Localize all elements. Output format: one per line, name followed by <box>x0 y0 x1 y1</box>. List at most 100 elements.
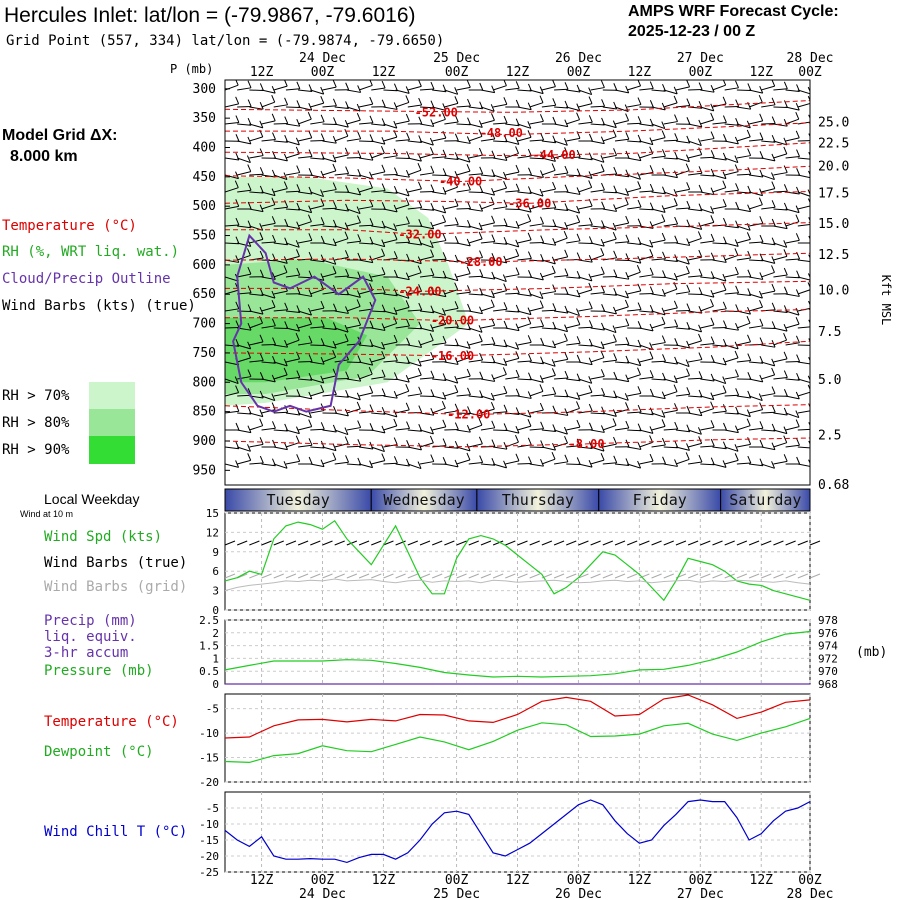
wind-barb-flag <box>821 99 824 106</box>
wind-barb-staff <box>517 106 532 111</box>
wind-barb-staff <box>334 238 349 244</box>
wind-speed-panel-ytick-label: 9 <box>212 546 219 559</box>
wind-barb-staff <box>310 157 325 160</box>
wind-barb-flag <box>698 408 703 416</box>
precip-panel-ytick-label: 2 <box>212 627 219 640</box>
wind-barb-flag <box>356 103 361 112</box>
surface-wind-barb-grid <box>419 573 431 579</box>
rh-key-label-80: RH > 80% <box>2 415 70 431</box>
wind-barb-staff <box>627 174 641 180</box>
wind-barb-flag <box>686 154 690 162</box>
kft-tick-label: 2.5 <box>818 429 841 444</box>
wind-barb-flag <box>759 253 764 261</box>
wind-barb-staff <box>419 429 434 435</box>
wind-barb-staff <box>614 191 629 196</box>
wind-barb-flag <box>808 152 810 157</box>
wind-barb-staff <box>663 89 678 95</box>
wind-barb-flag <box>625 271 630 280</box>
wind-barb-flag <box>259 83 264 91</box>
wind-barb-flag <box>759 439 764 448</box>
wind-barb-flag <box>686 368 690 376</box>
wind-barb-flag <box>783 333 788 341</box>
wind-barb-staff <box>359 122 374 125</box>
pressure-tick-label: 600 <box>193 258 216 273</box>
wind-barb-flag <box>710 420 715 428</box>
wind-barb-staff <box>687 442 702 448</box>
wind-barb-flag <box>625 85 630 94</box>
wind-barb-flag <box>283 265 288 273</box>
wind-barb-flag <box>320 114 325 123</box>
wind-barb-flag <box>698 147 703 155</box>
wind-barb-staff <box>578 289 592 295</box>
wind-barb-staff <box>322 86 337 91</box>
wind-barb-flag <box>478 436 483 445</box>
wind-barb-flag <box>600 248 605 256</box>
wind-barb-staff <box>627 429 642 432</box>
wind-barb-flag <box>625 420 630 429</box>
wind-barb-flag <box>662 456 667 464</box>
wind-barb-staff <box>797 463 810 467</box>
wind-barb-staff <box>493 392 507 397</box>
wind-barb-flag <box>588 385 593 393</box>
wind-barb-flag <box>576 438 581 446</box>
surface-wind-barb-grid <box>346 573 358 579</box>
wind-barb-staff <box>639 412 654 416</box>
wind-barb-flag <box>771 97 776 106</box>
wind-barb-flag <box>698 268 703 276</box>
wind-barb-staff <box>700 221 714 227</box>
wind-barb-flag <box>320 319 325 327</box>
wind-barb-staff <box>590 357 605 363</box>
wind-barb-flag <box>747 83 752 91</box>
wind-barb-flag <box>381 425 386 434</box>
wind-barb-flag <box>771 358 776 367</box>
wind-barb-flag <box>356 206 361 214</box>
wind-barb-flag <box>551 265 556 274</box>
wind-barb-staff <box>809 243 810 244</box>
wind-barb-flag <box>393 456 398 464</box>
wind-barb-staff <box>785 221 800 227</box>
wind-barb-flag <box>771 172 775 180</box>
wind-barb-staff <box>237 273 251 278</box>
wind-barb-staff <box>578 344 593 347</box>
wind-barb-flag <box>454 198 459 207</box>
wind-barb-flag <box>612 334 617 342</box>
wind-barb-flag <box>369 171 373 180</box>
wind-barb-staff <box>627 271 641 278</box>
wind-barb-flag <box>746 129 751 138</box>
wind-barb-flag <box>235 255 240 263</box>
rh-key-label-90: RH > 90% <box>2 442 70 458</box>
wind-barb-flag <box>442 308 446 316</box>
wind-barb-staff <box>285 242 300 248</box>
wind-barb-flag <box>758 95 763 103</box>
wind-barb-flag <box>698 352 703 360</box>
wind-barb-flag <box>515 248 520 257</box>
wind-barb-flag <box>600 369 605 377</box>
wind-barb-flag <box>746 120 751 129</box>
wind-barb-flag <box>795 289 800 297</box>
wind-barb-flag <box>686 303 691 311</box>
wind-barb-flag <box>661 391 666 399</box>
wind-barb-staff <box>578 121 593 125</box>
wind-barb-flag <box>345 371 350 379</box>
wind-barb-staff <box>639 441 653 448</box>
wind-barb-staff <box>712 84 726 91</box>
top-time-tick-label: 00Z <box>798 65 822 80</box>
wind-barb-staff <box>407 429 422 432</box>
surface-wind-barb <box>651 540 662 546</box>
wind-barb-flag <box>808 235 810 241</box>
wind-barb-staff <box>456 189 471 193</box>
wind-barb-flag <box>576 103 581 111</box>
wind-barb-staff <box>395 204 410 210</box>
wind-barb-staff <box>346 240 361 244</box>
wind-barb-staff <box>225 103 239 108</box>
wind-barb-flag <box>722 273 727 282</box>
wind-barb-flag <box>296 202 301 211</box>
wind-barb-flag <box>637 283 642 292</box>
wind-barb-staff <box>614 174 629 178</box>
wind-barb-staff <box>456 259 470 266</box>
wind-barb-flag <box>235 134 240 142</box>
wind-barb-staff <box>456 170 471 176</box>
wind-barb-flag <box>710 252 715 260</box>
wind-barb-staff <box>627 140 642 143</box>
